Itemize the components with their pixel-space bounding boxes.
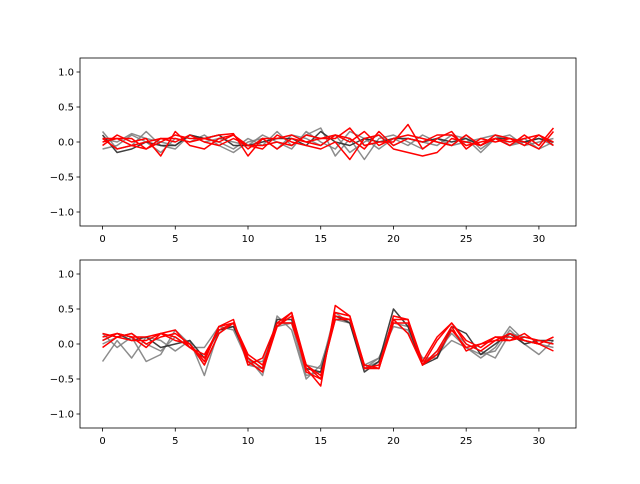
x-tick-label: 30 (533, 234, 546, 245)
x-tick-label: 30 (533, 436, 546, 447)
series-group (101, 123, 555, 161)
y-tick-label: 0.0 (58, 340, 74, 351)
bottom-subplot: 0 5 10 15 20 25 30 −1.0 −0.5 0.0 0.5 1.0 (50, 259, 577, 447)
x-tick-label: 0 (99, 234, 105, 245)
x-tick-label: 15 (314, 436, 327, 447)
y-tick-label: −0.5 (50, 173, 74, 184)
x-tick-label: 20 (387, 234, 400, 245)
y-tick-label: 1.0 (58, 68, 74, 79)
x-tick-label: 0 (99, 436, 105, 447)
x-tick-label: 5 (172, 436, 178, 447)
x-tick-label: 20 (387, 436, 400, 447)
y-tick-label: 0.0 (58, 138, 74, 149)
top-subplot: 0 5 10 15 20 25 30 −1.0 −0.5 0.0 0.5 1.0 (50, 57, 577, 245)
x-tick-label: 10 (242, 436, 255, 447)
x-tick-label: 25 (460, 436, 473, 447)
y-tick-label: 0.5 (58, 305, 74, 316)
series-line-6 (102, 130, 554, 150)
series-line-5 (102, 130, 554, 161)
series-line-4 (102, 123, 555, 157)
x-tick-label: 15 (314, 234, 327, 245)
y-tick-label: −1.0 (50, 410, 74, 421)
x-tick-label: 10 (242, 234, 255, 245)
series-group (101, 304, 554, 387)
series-line-0 (101, 127, 554, 161)
x-tick-label: 25 (460, 234, 473, 245)
x-tick-label: 5 (172, 234, 178, 245)
y-tick-label: −1.0 (50, 208, 74, 219)
y-tick-label: 0.5 (58, 103, 74, 114)
series-line-7 (102, 127, 555, 150)
y-tick-label: −0.5 (50, 375, 74, 386)
series-line-7 (102, 315, 554, 380)
y-tick-label: 1.0 (58, 270, 74, 281)
